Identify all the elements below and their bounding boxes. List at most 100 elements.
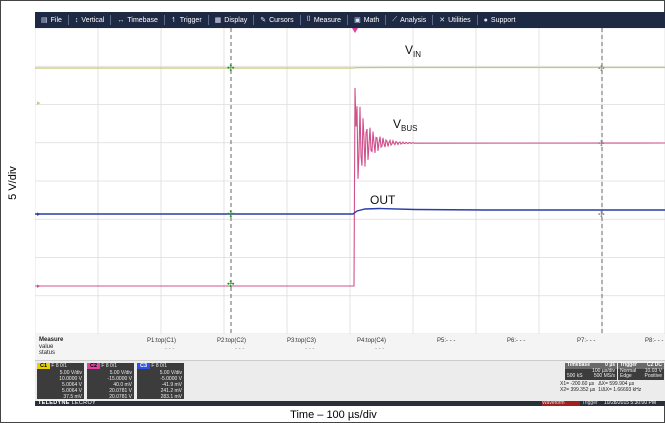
- channel-c2-line: 20.0781 V: [109, 388, 132, 394]
- status-red-indicator: [542, 401, 580, 406]
- channel-c2-head: F 8 0/1: [101, 363, 117, 369]
- status-mode: Trigger: [582, 400, 598, 406]
- timebase-descriptor[interactable]: Timebase 0 µs 100 µs/div 500 kS 500 MS/s: [565, 362, 617, 380]
- menu-cursors[interactable]: ✎ Cursors: [254, 12, 299, 28]
- trigger-source: C2 DC: [646, 362, 662, 368]
- channel-c1-line: 5.0064 V: [61, 382, 82, 388]
- cursor-x2-value: 399.352 µs: [570, 387, 596, 393]
- file-icon: ▤: [41, 17, 48, 24]
- label-vbus: VBUS: [393, 117, 417, 133]
- menu-math-label: Math: [363, 16, 380, 24]
- menu-trigger-label: Trigger: [179, 16, 202, 24]
- waveform-grid[interactable]: ▸ ▸ ▸ ✣ ✣ ✣ ✣ ✣ ✣ VIN VBUS OUT: [35, 28, 665, 335]
- menu-vertical[interactable]: ↕ Vertical: [69, 12, 110, 28]
- channel-c2-descriptor[interactable]: C2 F 8 0/1 5.00 V/div -15.0000 V 40.0 mV…: [87, 363, 134, 400]
- out-level-marker: ▸: [37, 211, 41, 218]
- menu-timebase-label: Timebase: [127, 16, 158, 24]
- waveform-svg: ▸ ▸ ▸ ✣ ✣ ✣ ✣ ✣ ✣ VIN VBUS OUT: [35, 28, 665, 334]
- cursor-readout: X1= -200.60 µs ΔX= 599.904 µs X2= 399.35…: [560, 381, 664, 399]
- trace-vin: [35, 66, 665, 69]
- channel-c3-line: 283.1 mV: [160, 394, 182, 400]
- label-out: OUT: [370, 193, 396, 207]
- status-datetime: 10/28/2015 5:30:00 PM: [604, 400, 656, 406]
- menu-utilities-label: Utilities: [448, 16, 471, 24]
- menu-vertical-label: Vertical: [81, 16, 105, 24]
- measure-param-p5[interactable]: P5:- - -: [437, 338, 456, 344]
- support-icon: ●: [483, 16, 488, 24]
- brand-sub: LECROY: [71, 400, 96, 406]
- measure-title: Measure: [39, 337, 64, 343]
- analysis-icon: ⟋: [392, 16, 398, 23]
- measure-param-p2[interactable]: P2:top(C2): [217, 338, 247, 344]
- menu-support-label: Support: [490, 16, 516, 24]
- menu-math[interactable]: ▣ Math: [348, 12, 385, 28]
- cursor-x1-value: -200.60 µs: [570, 381, 595, 387]
- display-icon: ▦: [214, 17, 222, 24]
- channel-c1-line: 37.5 mV: [63, 394, 82, 400]
- svg-text:✣: ✣: [598, 210, 605, 219]
- measure-param-p3[interactable]: P3:top(C3): [287, 338, 317, 344]
- svg-text:✣: ✣: [227, 279, 235, 289]
- menu-timebase[interactable]: ↔ Timebase: [111, 12, 163, 28]
- measure-param-p4[interactable]: P4:top(C4): [357, 338, 387, 344]
- menu-measure[interactable]: ⌷ Measure: [301, 12, 347, 28]
- trigger-mode: Normal: [620, 367, 637, 374]
- channel-info-area: C1 F 8 0/1 5.00 V/div 10.0000 V 5.0064 V…: [35, 361, 665, 401]
- menu-display-label: Display: [224, 16, 248, 24]
- menu-analysis-label: Analysis: [400, 16, 427, 24]
- utilities-icon: ✕: [439, 17, 446, 24]
- svg-text:✣: ✣: [598, 64, 605, 73]
- cursor-x1-label: X1=: [560, 381, 570, 387]
- cursors-icon: ✎: [260, 17, 267, 24]
- trigger-descriptor[interactable]: Trigger C2 DC Normal 10.03 V Edge Positi…: [618, 362, 664, 380]
- channel-c3-descriptor[interactable]: C3 F 8 0/1 5.00 V/div -5.0000 V -41.9 mV…: [137, 363, 184, 400]
- measure-panel[interactable]: Measure value status P1:top(C1) P2:top(C…: [35, 334, 665, 361]
- status-bar: [35, 401, 665, 406]
- channel-c3-line: -41.9 mV: [161, 382, 182, 388]
- measure-param-p8[interactable]: P8:- - -: [645, 338, 664, 344]
- measure-row-status: status: [39, 350, 56, 356]
- measure-param-p1[interactable]: P1:top(C1): [147, 338, 177, 344]
- menu-trigger[interactable]: ↿ Trigger: [165, 12, 208, 28]
- vin-level-marker: ▸: [37, 100, 41, 107]
- trigger-slope: Positive: [644, 373, 662, 379]
- trigger-position-marker[interactable]: [352, 28, 358, 33]
- channel-c3-tag: C3: [137, 363, 151, 369]
- channel-c3-head: F 8 0/1: [151, 363, 167, 369]
- measure-param-p7[interactable]: P7:- - -: [577, 338, 596, 344]
- channel-c1-line: 5.00 V/div: [59, 370, 82, 376]
- timebase-samples: 500 kS: [567, 373, 583, 379]
- y-axis-label: 5 V/div: [7, 166, 19, 200]
- cursor-markers-right: ✣ ✣ ✣: [598, 64, 605, 219]
- vertical-icon: ↕: [74, 16, 79, 24]
- measure-value-p4: - - -: [375, 346, 385, 352]
- menu-support[interactable]: ● Support: [478, 12, 522, 28]
- trace-vbus: [35, 87, 665, 287]
- menu-bar: ▤ File ↕ Vertical ↔ Timebase ↿ Trigger ▦ Disp…: [35, 12, 665, 28]
- vbus-level-marker: ▸: [37, 283, 41, 290]
- measure-param-p6[interactable]: P6:- - -: [507, 338, 526, 344]
- math-icon: ▣: [354, 17, 361, 24]
- cursor-dx-label: ΔX=: [598, 381, 608, 387]
- label-vin: VIN: [405, 43, 421, 59]
- channel-c2-line: 40.0 mV: [113, 382, 132, 388]
- timebase-rate: 500 MS/s: [593, 373, 615, 379]
- measure-icon: ⌷: [306, 16, 311, 23]
- channel-c1-descriptor[interactable]: C1 F 8 0/1 5.00 V/div 10.0000 V 5.0064 V…: [37, 363, 84, 400]
- menu-file-label: File: [50, 16, 62, 24]
- channel-c2-tag: C2: [87, 363, 101, 369]
- menu-analysis[interactable]: ⟋ Analysis: [386, 12, 432, 28]
- measure-value-p3: - - -: [305, 346, 315, 352]
- cursor-inv-dx-value: 1.66693 kHz: [613, 387, 642, 393]
- menu-utilities[interactable]: ✕ Utilities: [433, 12, 476, 28]
- channel-c2-line: -15.0000 V: [107, 376, 132, 382]
- timebase-title: Timebase: [567, 362, 590, 368]
- channel-c1-line: 10.0000 V: [59, 376, 82, 382]
- trigger-title: Trigger: [620, 362, 637, 368]
- cursor-inv-dx-label: 1/ΔX=: [598, 387, 612, 393]
- status-right: Waveform Trigger 10/28/2015 5:30:00 PM: [542, 400, 662, 406]
- menu-file[interactable]: ▤ File: [35, 12, 68, 28]
- cursor-markers: ✣ ✣ ✣: [227, 63, 235, 289]
- trigger-level: 10.03 V: [644, 367, 662, 374]
- menu-display[interactable]: ▦ Display: [209, 12, 254, 28]
